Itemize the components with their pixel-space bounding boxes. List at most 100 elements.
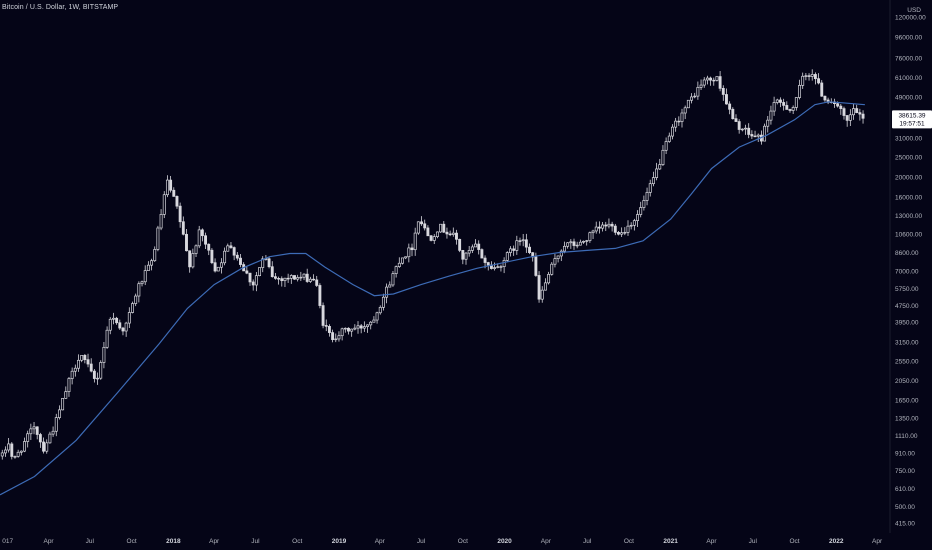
x-tick-label: Jul — [417, 538, 426, 545]
candle-body — [258, 267, 261, 277]
candle-body — [175, 196, 179, 207]
candle-body — [283, 277, 287, 282]
x-tick-label: Oct — [624, 538, 634, 545]
y-tick-label: 20000.00 — [895, 175, 922, 182]
candle-body — [718, 76, 722, 89]
candle-body — [594, 226, 598, 232]
candle-body — [331, 332, 335, 340]
candle-body — [623, 232, 627, 234]
x-tick-label: Apr — [209, 538, 220, 545]
candle-body — [48, 433, 52, 444]
candle-body — [92, 370, 96, 379]
x-tick-label: Jul — [86, 538, 95, 545]
candle-body — [499, 266, 503, 268]
candle-body — [731, 108, 735, 120]
candle-body — [845, 115, 849, 121]
candle-body — [302, 273, 306, 278]
candle-body — [343, 327, 347, 330]
candle-body — [169, 179, 173, 191]
candle-body — [756, 134, 760, 137]
candle-body — [470, 246, 474, 251]
candle-body — [823, 95, 827, 101]
candle-body — [204, 235, 208, 245]
candle-body — [518, 240, 522, 242]
candle-body — [464, 252, 468, 260]
candle-body — [394, 266, 398, 274]
candle-body — [366, 324, 369, 327]
y-tick-label: 16000.00 — [895, 195, 922, 202]
candle-body — [750, 134, 754, 137]
candle-body — [289, 275, 293, 279]
candle-body — [505, 252, 509, 261]
candle-body — [232, 247, 236, 256]
candle-body — [42, 441, 46, 452]
candle-body — [848, 114, 852, 121]
candle-body — [543, 282, 547, 291]
candle-body — [728, 103, 732, 110]
candle-body — [693, 95, 697, 98]
candle-body — [340, 328, 344, 337]
candle-body — [556, 255, 560, 259]
candle-body — [280, 278, 284, 282]
candle-body — [788, 109, 792, 111]
x-tick-label: 2019 — [332, 538, 347, 545]
candle-body — [855, 108, 859, 113]
candle-body — [381, 296, 385, 308]
candle-body — [839, 105, 843, 109]
candle-body — [448, 233, 452, 236]
candle-body — [515, 240, 519, 251]
candle-body — [156, 227, 160, 250]
x-tick-label: 2020 — [497, 538, 512, 545]
x-tick-label: Oct — [292, 538, 302, 545]
y-unit-label: USD — [907, 7, 921, 14]
candle-body — [219, 262, 223, 268]
y-tick-label: 3950.00 — [895, 319, 919, 326]
x-tick-label: Oct — [789, 538, 799, 545]
candle-body — [26, 433, 30, 442]
candle-body — [315, 279, 319, 286]
candle-body — [858, 112, 862, 115]
candle-body — [601, 224, 605, 229]
candle-body — [563, 245, 566, 252]
candle-body — [140, 281, 144, 285]
candle-body — [19, 450, 23, 453]
y-tick-label: 31000.00 — [895, 135, 922, 142]
y-tick-label: 1110.00 — [895, 433, 918, 440]
candle-body — [118, 322, 122, 329]
candle-body — [13, 456, 17, 458]
candle-body — [651, 177, 655, 185]
candle-body — [439, 223, 443, 233]
candle-body — [610, 223, 614, 227]
candle-body — [629, 224, 633, 227]
candle-body — [277, 278, 281, 280]
candle-body — [178, 205, 182, 223]
candle-body — [407, 247, 411, 258]
candle-body — [690, 96, 693, 101]
candle-body — [165, 179, 169, 196]
candle-body — [553, 258, 557, 265]
candle-body — [852, 108, 855, 116]
candle-body — [57, 409, 61, 418]
candle-body — [229, 245, 233, 248]
candle-body — [254, 275, 258, 286]
candle-body — [455, 232, 458, 240]
y-tick-label: 49000.00 — [895, 95, 922, 102]
candle-body — [744, 127, 747, 130]
x-tick-label: Apr — [541, 538, 552, 545]
candle-body — [445, 231, 449, 235]
candle-body — [251, 281, 255, 286]
candle-body — [534, 256, 538, 276]
candle-body — [804, 75, 808, 77]
candle-body — [388, 284, 392, 288]
y-tick-label: 1350.00 — [895, 415, 919, 422]
candle-body — [7, 443, 11, 451]
candle-body — [337, 335, 341, 340]
candle-body — [385, 286, 389, 298]
candle-body — [702, 79, 706, 86]
y-tick-label: 76000.00 — [895, 55, 922, 62]
candle-body — [111, 317, 115, 320]
candle-body — [432, 236, 436, 241]
candle-body — [642, 200, 646, 208]
candle-body — [712, 79, 716, 82]
